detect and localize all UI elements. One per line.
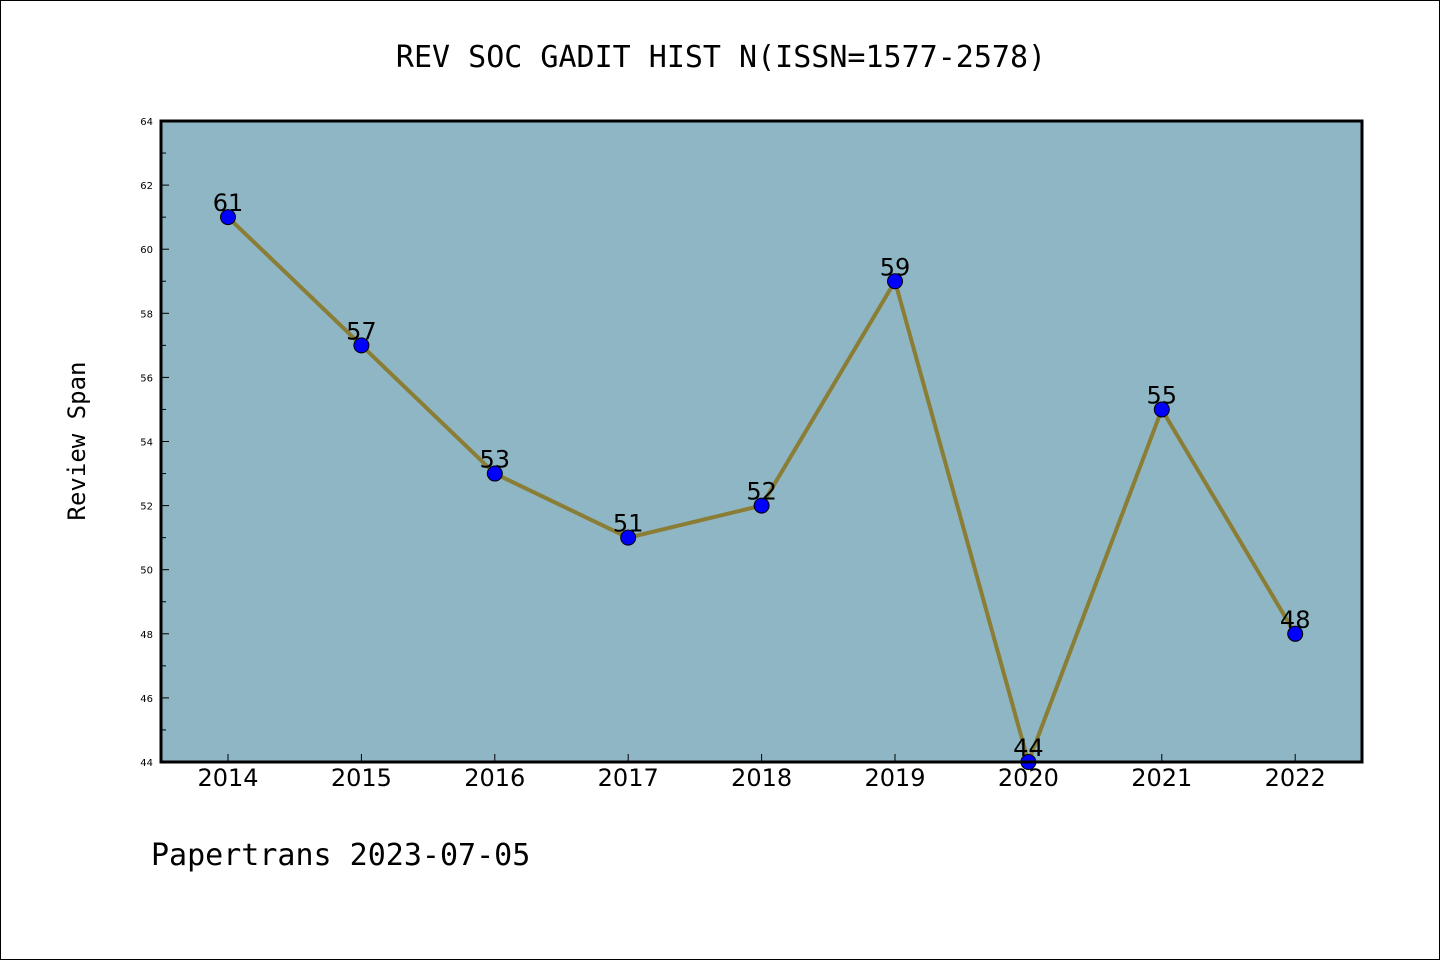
- data-point-label: 61: [213, 189, 244, 217]
- data-point-label: 59: [880, 253, 911, 281]
- data-point-label: 55: [1147, 381, 1178, 409]
- y-tick-label: 50: [140, 566, 153, 577]
- x-tick-label: 2018: [731, 764, 792, 792]
- series-markers: [220, 209, 1304, 770]
- data-point-marker: [620, 529, 637, 546]
- data-point-marker: [486, 465, 503, 482]
- y-tick-label: 44: [140, 758, 153, 769]
- data-point-marker: [753, 497, 770, 514]
- x-tick-label: 2015: [331, 764, 392, 792]
- data-point-marker: [887, 273, 903, 290]
- x-tick-label: 2014: [197, 764, 258, 792]
- data-point-marker: [220, 209, 236, 226]
- y-tick-label: 64: [140, 117, 153, 128]
- data-labels: 61 57 53 51 52 59 44 55 48: [213, 189, 1311, 762]
- data-point-label: 48: [1280, 606, 1311, 634]
- data-point-label: 57: [346, 317, 377, 345]
- plot-area: [161, 121, 1362, 762]
- x-tick-label: 2022: [1265, 764, 1326, 792]
- y-tick-label: 62: [140, 181, 153, 192]
- y-axis-label: Review Span: [63, 362, 91, 521]
- y-tick-label: 56: [140, 373, 153, 384]
- y-tick-label: 48: [140, 630, 153, 641]
- chart-title: REV SOC GADIT HIST N(ISSN=1577-2578): [396, 40, 1046, 75]
- plot-border: [159, 119, 1364, 764]
- data-point-label: 52: [746, 478, 777, 506]
- y-tick-label: 52: [140, 502, 153, 513]
- x-tick-label: 2019: [864, 764, 925, 792]
- x-tick-label: 2021: [1131, 764, 1192, 792]
- data-point-label: 51: [613, 510, 644, 538]
- y-tick-label: 58: [140, 309, 153, 320]
- data-point-marker: [353, 337, 370, 354]
- data-point-marker: [1153, 401, 1170, 418]
- data-point-label: 44: [1013, 734, 1044, 762]
- y-tick-label: 46: [140, 694, 153, 705]
- footer-date-stamp: Papertrans 2023-07-05: [151, 838, 530, 873]
- x-axis-ticks: 2014 2015 2016 2017 2018 2019 2020 2021 2022: [197, 754, 1326, 792]
- y-tick-label: 60: [140, 245, 153, 256]
- x-tick-label: 2016: [464, 764, 525, 792]
- data-point-label: 53: [480, 446, 511, 474]
- data-point-marker: [1287, 625, 1304, 642]
- x-tick-label: 2017: [598, 764, 659, 792]
- y-tick-label: 54: [140, 438, 153, 449]
